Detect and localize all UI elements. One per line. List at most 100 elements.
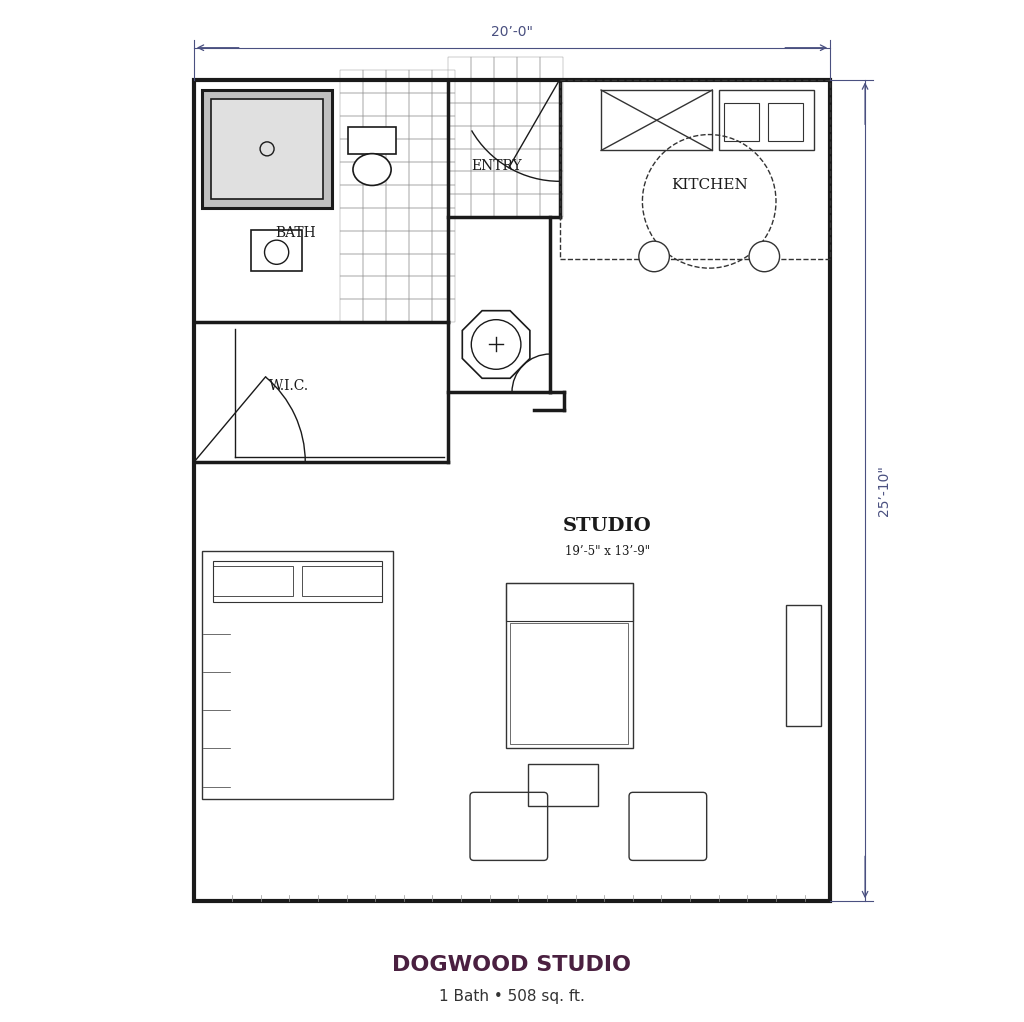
Bar <box>213 565 293 596</box>
Bar <box>432 253 455 276</box>
Bar <box>409 117 432 139</box>
Bar <box>540 80 563 103</box>
Bar <box>211 99 324 199</box>
Bar <box>540 126 563 148</box>
Bar <box>449 148 471 172</box>
Bar <box>202 90 332 207</box>
Bar <box>517 148 540 172</box>
Bar <box>386 71 409 93</box>
Bar <box>364 139 386 161</box>
Bar <box>506 583 633 748</box>
Ellipse shape <box>353 153 391 185</box>
Bar <box>386 253 409 276</box>
Bar <box>432 231 455 253</box>
Bar <box>386 185 409 207</box>
Text: W.I.C.: W.I.C. <box>269 379 309 392</box>
Bar <box>719 90 814 150</box>
Bar <box>340 185 364 207</box>
Bar <box>409 253 432 276</box>
Bar <box>340 139 364 161</box>
Bar <box>517 194 540 218</box>
Circle shape <box>639 241 670 272</box>
Bar <box>386 117 409 139</box>
Bar <box>517 172 540 194</box>
Bar <box>471 57 495 80</box>
Bar <box>364 185 386 207</box>
Bar <box>528 764 598 805</box>
Text: STUDIO: STUDIO <box>563 517 652 535</box>
Bar <box>495 172 517 194</box>
Bar <box>517 126 540 148</box>
Text: 25’-10": 25’-10" <box>878 465 891 516</box>
Bar <box>495 57 517 80</box>
Bar <box>386 207 409 231</box>
Bar <box>724 103 759 141</box>
Bar <box>432 299 455 322</box>
Bar <box>495 148 517 172</box>
Bar <box>495 194 517 218</box>
Bar <box>364 93 386 117</box>
Bar <box>432 139 455 161</box>
Bar <box>540 194 563 218</box>
Text: KITCHEN: KITCHEN <box>671 179 748 192</box>
Bar <box>364 231 386 253</box>
Bar <box>386 231 409 253</box>
Bar <box>409 139 432 161</box>
Bar <box>449 172 471 194</box>
Bar <box>495 126 517 148</box>
Bar <box>517 57 540 80</box>
Bar <box>540 57 563 80</box>
Bar <box>340 207 364 231</box>
Bar <box>386 161 409 185</box>
Bar <box>386 93 409 117</box>
Bar <box>251 230 302 271</box>
Bar <box>768 103 803 141</box>
Bar <box>540 172 563 194</box>
Bar <box>471 103 495 126</box>
Bar <box>348 127 396 153</box>
Bar <box>432 117 455 139</box>
Text: 20’-0": 20’-0" <box>490 25 534 39</box>
Text: 1 Bath • 508 sq. ft.: 1 Bath • 508 sq. ft. <box>439 989 585 1004</box>
Bar <box>340 253 364 276</box>
Bar <box>409 276 432 299</box>
Bar <box>471 194 495 218</box>
Text: 19’-5" x 13’-9": 19’-5" x 13’-9" <box>565 545 650 558</box>
Bar <box>517 103 540 126</box>
Bar <box>432 161 455 185</box>
Bar <box>449 57 471 80</box>
Bar <box>409 161 432 185</box>
Bar <box>386 139 409 161</box>
Bar <box>340 276 364 299</box>
Bar <box>213 561 382 602</box>
Bar <box>202 551 393 799</box>
Bar <box>409 207 432 231</box>
Bar <box>409 299 432 322</box>
Bar <box>432 93 455 117</box>
Bar <box>364 71 386 93</box>
Bar <box>340 117 364 139</box>
Bar <box>386 299 409 322</box>
Bar <box>471 148 495 172</box>
Bar <box>386 276 409 299</box>
Bar <box>506 583 633 621</box>
Circle shape <box>264 240 289 265</box>
Bar <box>409 231 432 253</box>
Text: ENTRY: ENTRY <box>471 159 521 174</box>
Bar <box>601 90 713 150</box>
Bar <box>471 126 495 148</box>
Text: BATH: BATH <box>275 226 316 240</box>
Bar <box>409 71 432 93</box>
Bar <box>785 605 820 727</box>
Bar <box>340 299 364 322</box>
Circle shape <box>749 241 779 272</box>
Bar <box>194 80 830 901</box>
Bar <box>449 103 471 126</box>
Bar <box>364 276 386 299</box>
Bar <box>364 253 386 276</box>
Bar <box>340 93 364 117</box>
Bar <box>432 276 455 299</box>
Bar <box>302 565 382 596</box>
Bar <box>540 103 563 126</box>
Bar <box>495 103 517 126</box>
